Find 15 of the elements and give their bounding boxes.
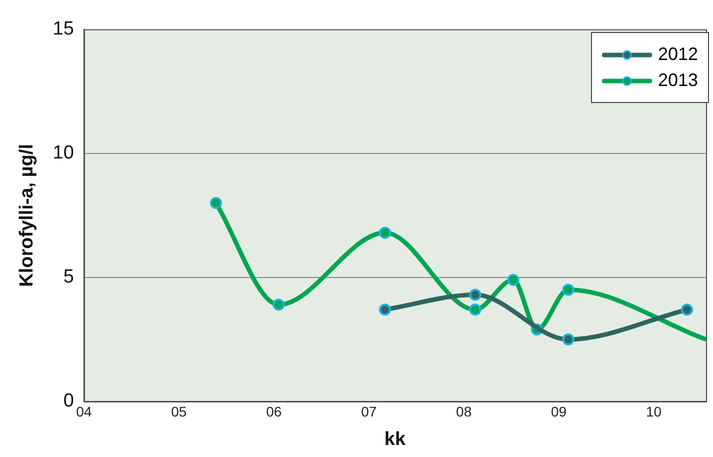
y-tick-label: 5 [63,266,74,288]
y-tick-label: 15 [52,18,74,40]
legend-label: 2012 [658,44,698,65]
x-tick-label: 04 [76,404,92,420]
y-tick-label: 10 [52,142,74,164]
x-tick-label: 05 [171,404,187,420]
x-axis-title: kk [384,428,406,450]
x-tick-label: 07 [361,404,377,420]
y-axis-title: Klorofylli-a, µg/l [16,144,38,287]
y-tick-label: 0 [63,390,74,412]
x-tick-label: 08 [456,404,472,420]
x-tick-label: 09 [551,404,567,420]
x-tick-label: 10 [646,404,662,420]
legend-label: 2013 [658,70,698,91]
x-tick-label: 06 [266,404,282,420]
